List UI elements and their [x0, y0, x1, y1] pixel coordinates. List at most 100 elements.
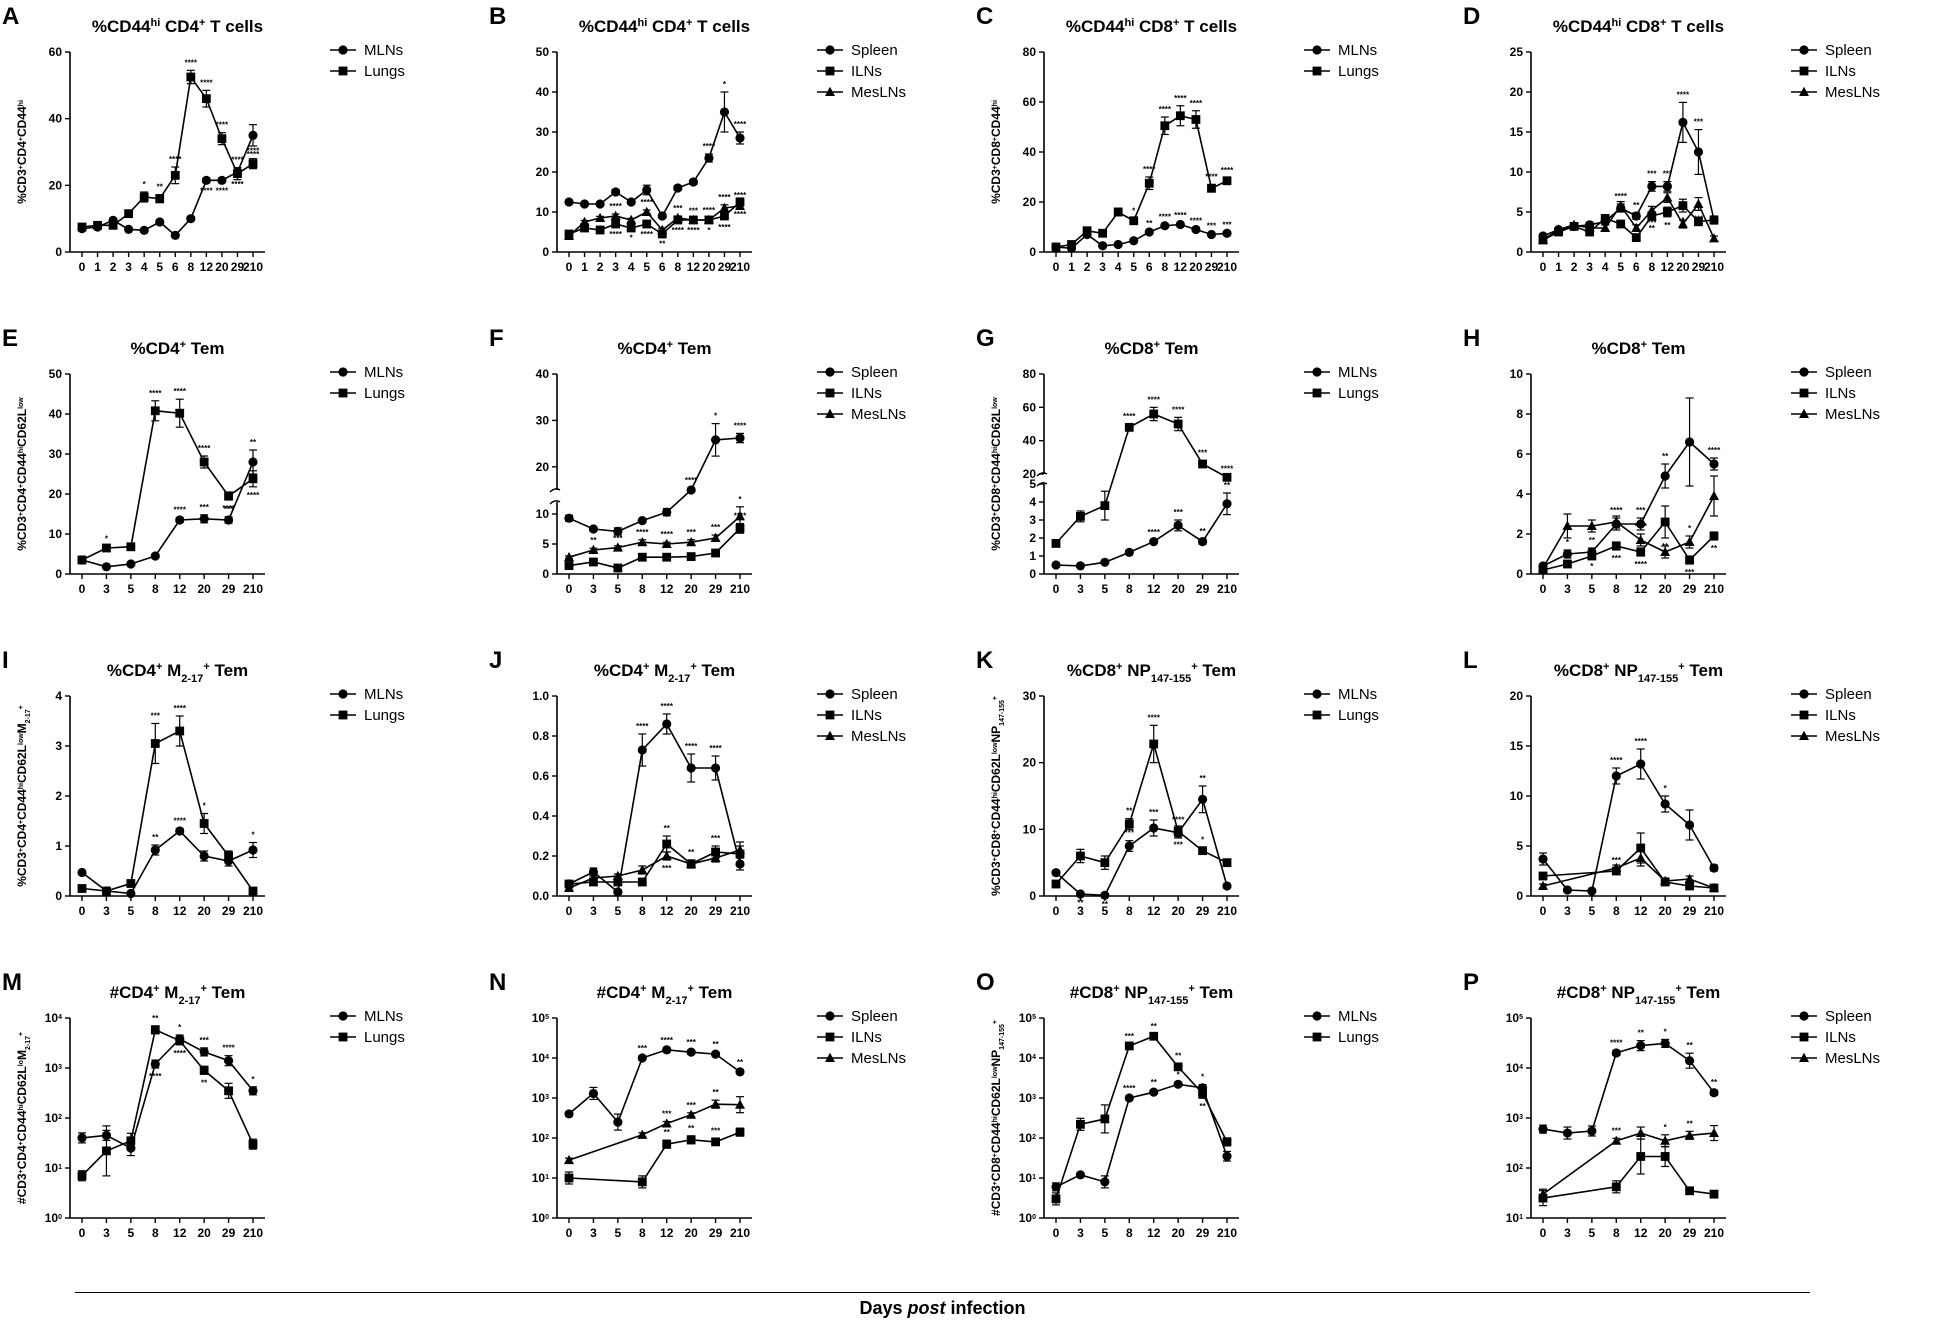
chart-title: #CD4+ M2-17+ Tem [597, 983, 733, 1007]
significance-label: *** [662, 864, 672, 873]
legend-marker [1799, 730, 1809, 740]
chart-title: %CD44hi CD4+ T cells [579, 17, 750, 36]
data-point [1160, 221, 1170, 231]
y-tick-label: 0.0 [532, 889, 549, 903]
y-tick-label: 101 [45, 1161, 62, 1175]
data-point [1660, 1038, 1670, 1049]
legend-item-spleen: Spleen [817, 686, 898, 703]
panel-letter: K [976, 647, 994, 674]
data-point [637, 516, 647, 526]
significance-label: ** [157, 183, 164, 192]
data-point [613, 877, 623, 887]
data-point [1198, 1089, 1207, 1098]
legend-marker [1799, 1052, 1809, 1062]
chart-title: %CD8+ NP147-155+ Tem [1067, 661, 1236, 685]
x-tick-label: 4 [628, 260, 635, 274]
x-tick-label: 29 [1196, 904, 1210, 918]
x-tick-label: 0 [1540, 1226, 1547, 1240]
y-tick-label: 10 [1510, 789, 1524, 803]
y-tick-label: 40 [1023, 434, 1037, 448]
x-tick-label: 210 [1217, 904, 1237, 918]
series-lungs: ***** **************** [77, 387, 260, 565]
y-tick-label: 0 [1029, 567, 1036, 581]
chart-N: N #CD4+ M2-17+ Tem 100 101 102 103 104 105 0 3 5 8 1… [489, 969, 906, 1240]
x-tick-label: 3 [1099, 260, 1106, 274]
x-tick-label: 8 [1613, 904, 1620, 918]
x-tick-label: 2 [1084, 260, 1091, 274]
series-meslns: *** * ** [1538, 1119, 1719, 1200]
data-point [1100, 890, 1110, 900]
y-tick-label: 102 [45, 1111, 62, 1125]
data-point [1113, 207, 1123, 217]
data-point [1662, 192, 1673, 202]
x-tick-label: 20 [197, 1226, 211, 1240]
panel-A: A %CD44hi CD4+ T cells %CD3+CD4+CD44hi 0 20 4… [0, 0, 487, 322]
panel-B: B %CD44hi CD4+ T cells 0 10 20 30 40 50 0 1 2 3 4 5 6 8… [487, 0, 974, 322]
legend-item-mlns: MLNs [1304, 686, 1377, 703]
x-tick-label: 5 [128, 1226, 135, 1240]
legend-label: ILNs [1825, 63, 1856, 80]
data-point [613, 887, 623, 897]
data-point [1113, 239, 1123, 250]
x-tick-label: 5 [1617, 260, 1624, 274]
data-point [1124, 422, 1134, 432]
x-axis-label-em: post [907, 1298, 946, 1318]
legend-label: MLNs [1338, 686, 1377, 703]
data-point [710, 1098, 721, 1109]
x-tick-label: 29 [1692, 260, 1706, 274]
data-point [564, 552, 574, 562]
legend-item-ilns: ILNs [1791, 1029, 1856, 1046]
significance-label: **** [247, 491, 260, 500]
data-point [595, 225, 605, 235]
data-point [1051, 560, 1061, 570]
data-point [1538, 562, 1548, 572]
significance-label: **** [1221, 465, 1234, 474]
data-point [735, 524, 745, 533]
legend-item-mlns: MLNs [1304, 1008, 1377, 1025]
series-lungs: ************************* [1051, 94, 1234, 252]
significance-label: **** [198, 444, 211, 453]
legend-label: Lungs [364, 707, 405, 724]
legend-item-ilns: ILNs [817, 385, 882, 402]
data-point [1198, 846, 1207, 856]
y-tick-label: 10 [1510, 165, 1524, 179]
significance-label: **** [149, 389, 162, 398]
significance-label: * [178, 1023, 182, 1032]
x-tick-label: 0 [1540, 260, 1547, 274]
y-tick-label: 2 [55, 789, 62, 803]
data-point [108, 220, 118, 230]
data-point [703, 214, 714, 224]
data-point [1635, 1127, 1646, 1138]
y-tick-label: 105 [532, 1011, 549, 1025]
y-tick-label: 20 [1023, 467, 1037, 481]
x-tick-label: 0 [1053, 1226, 1060, 1240]
data-point [223, 1056, 234, 1066]
legend-label: Spleen [851, 686, 898, 703]
data-point [1160, 121, 1170, 131]
data-point [1562, 549, 1573, 559]
significance-label: * [1664, 1123, 1668, 1132]
data-point [637, 1129, 648, 1139]
legend-label: Lungs [1338, 63, 1379, 80]
significance-label: *** [711, 1127, 721, 1136]
panel-letter: E [2, 325, 18, 352]
data-point [588, 544, 599, 554]
data-point [1051, 1182, 1061, 1192]
panel-L: L %CD8+ NP147-155+ Tem 0 5 10 15 20 0 3 5 8 12 20 29 2… [1461, 644, 1948, 966]
legend-label: ILNs [851, 63, 882, 80]
chart-M: M #CD4+ M2-17+ Tem #CD3+CD4+CD44hiCD62LloM… [2, 969, 405, 1240]
x-tick-label: 4 [1115, 260, 1122, 274]
significance-label: * [723, 80, 727, 89]
data-point [1124, 1093, 1134, 1103]
x-tick-label: 3 [1077, 904, 1084, 918]
data-point [580, 223, 589, 233]
data-point [686, 537, 697, 547]
data-point [610, 210, 621, 220]
legend-item-meslns: MesLNs [817, 728, 906, 745]
data-point [613, 526, 623, 536]
legend-marker [825, 1032, 835, 1042]
panel-E: E %CD4+ Tem %CD3+CD4+CD44hiCD62Llow 0 10 20 30… [0, 322, 487, 644]
y-tick-label: 0 [1029, 245, 1036, 259]
significance-label: **** [200, 78, 213, 87]
